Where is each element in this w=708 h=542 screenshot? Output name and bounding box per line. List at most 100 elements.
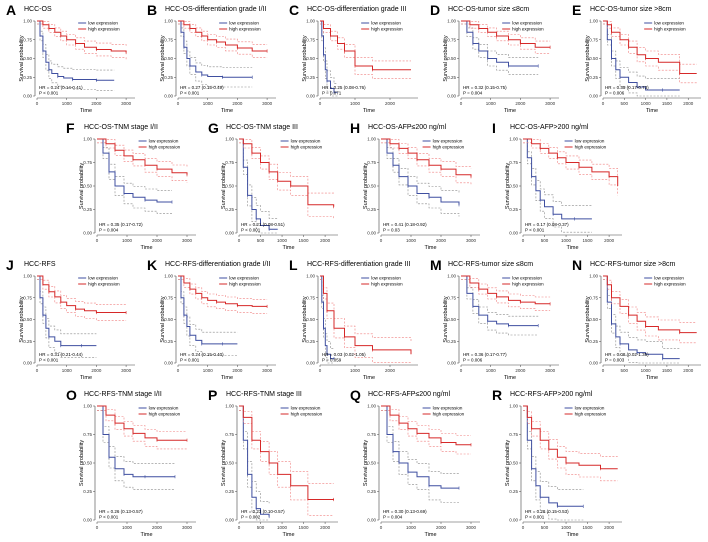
ci-lower-low xyxy=(523,410,584,521)
legend-label-low: low expression xyxy=(229,276,259,281)
p-value: P = 0.059 xyxy=(322,358,342,363)
ci-upper-high xyxy=(97,405,187,432)
x-tick-label: 1000 xyxy=(486,101,497,106)
p-value: P < 0.001 xyxy=(525,228,545,233)
ci-upper-high xyxy=(461,275,551,298)
x-tick-label: 3000 xyxy=(262,101,273,106)
km-panel-m: M HCC-RFS-tumor size ≤8cm 0.00 0.25 0.50 0.75… xyxy=(430,257,559,381)
panel-title: HCC-OS-TNM stage III xyxy=(226,124,298,131)
x-tick-label: 2000 xyxy=(152,525,163,530)
y-tick-label: 0.50 xyxy=(589,56,598,61)
x-tick-label: 1000 xyxy=(641,368,652,373)
legend-label-low: low expression xyxy=(88,276,118,281)
y-tick-label: 0.50 xyxy=(509,461,518,466)
km-panel-l: L HCC-RFS-differentiation grade III 0.00 0.… xyxy=(289,257,418,381)
x-tick-label: 2000 xyxy=(320,238,331,243)
y-tick-label: 0.75 xyxy=(23,37,32,42)
ci-upper-low xyxy=(603,20,680,79)
survival-curve-high xyxy=(381,405,471,446)
x-tick-label: 1000 xyxy=(203,368,214,373)
survival-curve-low xyxy=(97,405,175,478)
x-tick-label: 2000 xyxy=(152,238,163,243)
x-tick-label: 0 xyxy=(238,238,241,243)
ci-upper-high xyxy=(523,138,618,177)
x-tick-label: 0 xyxy=(36,368,39,373)
ci-upper-high xyxy=(97,138,188,167)
y-axis-label: Survival probability xyxy=(302,296,308,342)
ci-lower-low xyxy=(97,410,175,490)
x-tick-label: 500 xyxy=(621,368,629,373)
y-tick-label: 0.00 xyxy=(164,94,173,99)
y-tick-label: 0.25 xyxy=(447,75,456,80)
y-tick-label: 0.25 xyxy=(367,207,376,212)
panel-title: HCC-RFS-TNM stage III xyxy=(226,391,302,398)
x-axis-label: Time xyxy=(140,245,152,251)
panel-title: HCC-OS xyxy=(24,6,52,13)
legend-label-low: low expression xyxy=(291,406,321,411)
y-tick-label: 1.00 xyxy=(447,19,456,24)
y-tick-label: 0.00 xyxy=(509,231,518,236)
ci-upper-high xyxy=(603,275,697,323)
legend-label-high: high expression xyxy=(229,27,261,32)
survival-curve-high xyxy=(37,20,127,53)
ci-lower-high xyxy=(461,23,551,54)
p-value: P = 0.004 xyxy=(99,228,119,233)
y-tick-label: 0.75 xyxy=(225,160,234,165)
legend-label-low: low expression xyxy=(371,21,401,26)
x-tick-label: 0 xyxy=(177,101,180,106)
x-tick-label: 3000 xyxy=(182,238,193,243)
x-axis-label: Time xyxy=(221,375,233,381)
x-tick-label: 2000 xyxy=(91,101,102,106)
y-tick-label: 0.50 xyxy=(83,461,92,466)
y-axis-label: Survival probability xyxy=(505,440,511,486)
km-panel-o: O HCC-RFS-TNM stage I/II 0.00 0.25 0.50 0.75 1… xyxy=(66,387,196,538)
y-tick-label: 0.00 xyxy=(447,361,456,366)
survival-curve-high xyxy=(461,20,551,48)
y-axis-label: Survival probability xyxy=(221,163,227,209)
y-tick-label: 0.75 xyxy=(447,37,456,42)
y-tick-label: 0.50 xyxy=(306,56,315,61)
hazard-ratio: HR = 0.41 (0.18-0.92) xyxy=(383,222,427,227)
legend-label-low: low expression xyxy=(229,21,259,26)
x-tick-label: 3000 xyxy=(545,368,556,373)
survival-curve-high xyxy=(320,275,412,355)
ci-upper-low xyxy=(461,275,539,317)
y-tick-label: 0.50 xyxy=(306,317,315,322)
ci-upper-high xyxy=(381,405,471,436)
y-tick-label: 0.00 xyxy=(367,518,376,523)
x-tick-label: 2000 xyxy=(683,368,694,373)
y-axis-label: Survival probability xyxy=(221,440,227,486)
y-axis-label: Survival probability xyxy=(443,296,449,342)
legend-label-high: high expression xyxy=(291,145,323,150)
y-tick-label: 1.00 xyxy=(589,19,598,24)
y-tick-label: 1.00 xyxy=(83,137,92,142)
y-tick-label: 0.50 xyxy=(447,56,456,61)
legend-label-high: high expression xyxy=(512,282,544,287)
km-panel-e: E HCC-OS-tumor size >8cm 0.00 0.25 0.50 0.75 1… xyxy=(572,2,701,114)
x-axis-label: Time xyxy=(363,108,375,114)
panel-title: HCC-RFS-differentiation grade I/II xyxy=(165,261,270,268)
p-value: P = 0.071 xyxy=(322,91,342,96)
y-tick-label: 1.00 xyxy=(164,274,173,279)
y-tick-label: 0.75 xyxy=(164,295,173,300)
ci-lower-high xyxy=(381,410,471,455)
hazard-ratio: HR = 0.31 (0.21-0.44) xyxy=(39,352,83,357)
y-axis-label: Survival probability xyxy=(19,296,25,342)
x-tick-label: 1500 xyxy=(662,368,673,373)
panel-label: F xyxy=(66,120,75,136)
x-tick-label: 1000 xyxy=(641,101,652,106)
y-tick-label: 0.25 xyxy=(306,75,315,80)
ci-upper-low xyxy=(178,275,238,333)
ci-upper-high xyxy=(523,405,618,457)
survival-curve-low xyxy=(239,138,278,230)
x-tick-label: 500 xyxy=(257,525,265,530)
x-tick-label: 1000 xyxy=(350,368,361,373)
legend-label-low: low expression xyxy=(654,276,684,281)
ci-upper-low xyxy=(178,20,253,68)
y-tick-label: 0.50 xyxy=(164,56,173,61)
panel-title: HCC-RFS xyxy=(24,261,56,268)
ci-upper-low xyxy=(461,20,539,58)
km-panel-d: D HCC-OS-tumor size ≤8cm 0.00 0.25 0.50 0.75 1… xyxy=(430,2,559,114)
y-tick-label: 0.00 xyxy=(306,94,315,99)
hazard-ratio: HR = 0.23 (0.10-0.57) xyxy=(241,509,285,514)
